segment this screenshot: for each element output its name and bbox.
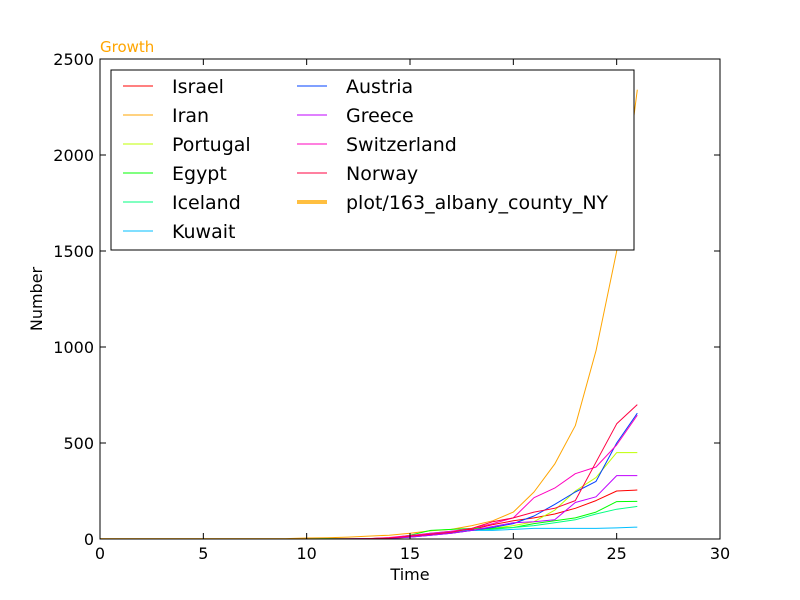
legend: Israel Iran Portugal Egypt Iceland Kuwait Aust…	[110, 69, 635, 251]
x-tick-label: 10	[296, 544, 316, 563]
y-tick-label: 2500	[53, 50, 94, 69]
y-tick-label: 0	[84, 530, 94, 549]
x-tick-label: 25	[606, 544, 626, 563]
x-tick-label: 5	[198, 544, 208, 563]
series-line-9	[100, 404, 638, 540]
y-tick-label: 500	[63, 434, 94, 453]
x-tick-label: 0	[95, 544, 105, 563]
legend-label-4: Iceland	[172, 192, 241, 214]
legend-label-3: Egypt	[172, 163, 227, 185]
y-axis-label: Number	[27, 266, 46, 331]
x-axis-label: Time	[389, 565, 429, 584]
legend-box	[110, 69, 635, 251]
series-line-5	[100, 526, 638, 540]
series-line-2	[100, 452, 638, 540]
x-tick-label: 20	[503, 544, 523, 563]
legend-label-1: Iran	[172, 105, 209, 127]
series-line-0	[100, 489, 638, 540]
y-tick-label: 1500	[53, 242, 94, 261]
series-line-4	[100, 505, 638, 540]
legend-label-0: Israel	[172, 76, 224, 98]
ticks-layer: 0 5 10 15 20 25 30 0 500 1000 1500 2000 2500	[53, 50, 730, 563]
y-tick-label: 1000	[53, 338, 94, 357]
chart-title: Growth	[100, 38, 154, 56]
legend-label-8: Switzerland	[346, 134, 457, 156]
legend-label-6: Austria	[346, 76, 413, 98]
x-tick-label: 15	[400, 544, 420, 563]
x-tick-label: 30	[710, 544, 730, 563]
legend-label-10: plot/163_albany_county_NY	[346, 192, 609, 214]
legend-label-2: Portugal	[172, 134, 251, 156]
legend-label-9: Norway	[346, 163, 418, 185]
legend-label-7: Greece	[346, 105, 414, 127]
y-tick-label: 2000	[53, 146, 94, 165]
legend-label-5: Kuwait	[172, 221, 235, 243]
